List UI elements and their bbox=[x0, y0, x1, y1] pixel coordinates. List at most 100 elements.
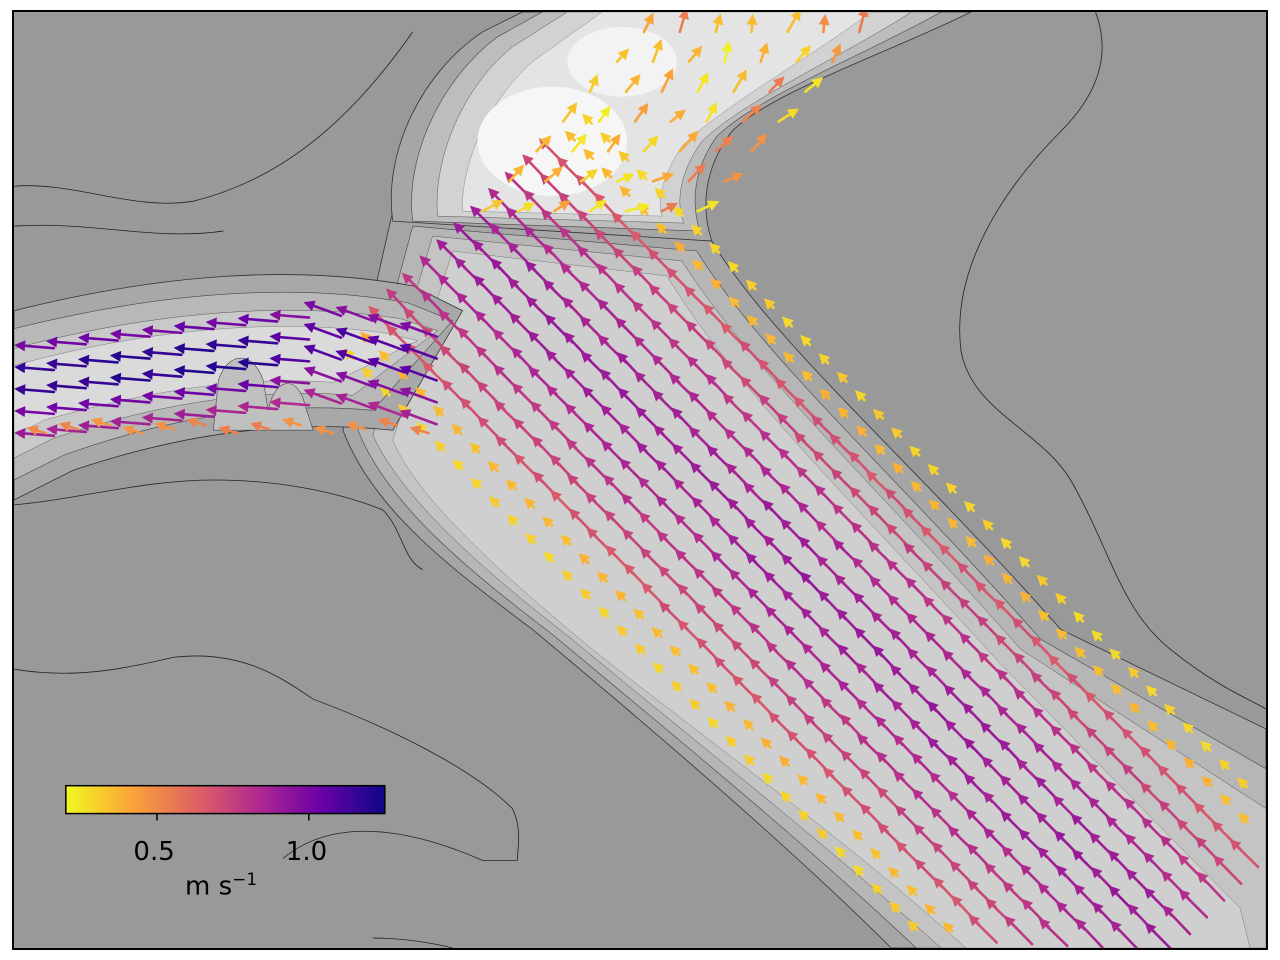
velocity-arrow bbox=[768, 76, 785, 93]
bathymetry-map bbox=[14, 12, 1266, 948]
velocity-arrow bbox=[690, 224, 703, 237]
velocity-arrow bbox=[945, 482, 958, 495]
unit-base: m s bbox=[185, 871, 233, 902]
velocity-arrow bbox=[615, 173, 635, 184]
velocity-arrow bbox=[378, 350, 391, 362]
velocity-arrow bbox=[46, 424, 88, 436]
velocity-arrow bbox=[109, 416, 151, 428]
velocity-arrow bbox=[535, 135, 552, 153]
velocity-arrow bbox=[583, 148, 595, 161]
velocity-arrow bbox=[588, 74, 599, 93]
velocity-arrow bbox=[14, 340, 56, 352]
velocity-arrow bbox=[678, 12, 689, 34]
unit-exponent: −1 bbox=[232, 870, 258, 890]
velocity-arrow bbox=[377, 417, 399, 428]
contour-line bbox=[372, 937, 453, 948]
velocity-arrow bbox=[725, 735, 738, 748]
velocity-arrow bbox=[487, 460, 500, 473]
velocity-arrow bbox=[154, 421, 175, 432]
velocity-arrow bbox=[367, 379, 407, 396]
velocity-arrow bbox=[652, 661, 665, 674]
velocity-arrow bbox=[173, 386, 215, 398]
velocity-arrow bbox=[870, 847, 882, 860]
velocity-arrow bbox=[560, 534, 573, 547]
velocity-arrow bbox=[173, 365, 215, 377]
velocity-arrow bbox=[1055, 628, 1068, 640]
velocity-arrow bbox=[837, 407, 850, 419]
velocity-arrow bbox=[706, 681, 718, 694]
velocity-arrow bbox=[818, 353, 831, 365]
velocity-arrow bbox=[1201, 775, 1214, 788]
velocity-arrow bbox=[269, 309, 311, 321]
velocity-arrow bbox=[714, 135, 734, 153]
velocity-arrow bbox=[598, 606, 610, 619]
velocity-arrow bbox=[834, 846, 847, 858]
scour-hole-core bbox=[567, 26, 677, 97]
velocity-arrow bbox=[1196, 871, 1226, 902]
velocity-arrow bbox=[46, 402, 88, 414]
velocity-arrow bbox=[489, 495, 501, 508]
velocity-arrow bbox=[561, 569, 574, 582]
velocity-arrow bbox=[205, 383, 247, 395]
velocity-arrow bbox=[615, 589, 627, 602]
velocity-arrow bbox=[891, 427, 903, 439]
velocity-arrow bbox=[367, 401, 407, 418]
velocity-arrow bbox=[1110, 920, 1139, 948]
velocity-arrow bbox=[819, 388, 832, 401]
velocity-arrow bbox=[77, 354, 119, 366]
velocity-arrow bbox=[173, 343, 215, 355]
velocity-arrow bbox=[660, 68, 674, 93]
contour-line bbox=[959, 12, 1266, 710]
velocity-arrow bbox=[671, 680, 683, 692]
velocity-arrow bbox=[14, 384, 56, 396]
colorbar-gradient bbox=[65, 784, 386, 815]
velocity-arrow bbox=[633, 608, 645, 620]
velocity-arrow bbox=[856, 425, 868, 438]
velocity-arrow bbox=[801, 370, 814, 382]
velocity-arrow bbox=[237, 357, 279, 369]
velocity-arrow bbox=[237, 313, 279, 325]
velocity-arrow bbox=[313, 425, 335, 436]
velocity-arrow bbox=[624, 202, 651, 214]
velocity-arrow bbox=[1163, 703, 1176, 716]
velocity-arrow bbox=[205, 339, 247, 351]
velocity-arrow bbox=[927, 463, 940, 476]
velocity-arrow bbox=[871, 883, 883, 895]
velocity-arrow bbox=[798, 809, 810, 822]
velocity-arrow bbox=[728, 296, 741, 308]
velocity-arrow bbox=[907, 920, 919, 932]
velocity-arrow bbox=[46, 358, 88, 370]
velocity-arrow bbox=[77, 398, 119, 410]
velocity-arrow bbox=[1004, 915, 1034, 946]
velocity-arrow bbox=[399, 387, 438, 404]
velocity-arrow bbox=[660, 202, 679, 213]
velocity-arrow bbox=[909, 445, 921, 458]
velocity-arrow bbox=[524, 497, 536, 510]
velocity-arrow bbox=[122, 425, 143, 436]
velocity-arrow bbox=[508, 164, 525, 183]
velocity-arrow bbox=[1127, 666, 1140, 679]
velocity-arrow bbox=[800, 335, 812, 347]
velocity-arrow bbox=[205, 405, 247, 416]
velocity-arrow bbox=[506, 514, 519, 527]
velocity-arrow bbox=[854, 390, 867, 402]
velocity-arrow bbox=[90, 417, 111, 428]
velocity-arrow bbox=[1144, 922, 1172, 948]
velocity-arrow bbox=[689, 698, 701, 711]
velocity-arrow bbox=[818, 13, 830, 34]
velocity-arrow bbox=[710, 278, 722, 290]
velocity-arrow bbox=[765, 333, 777, 345]
velocity-arrow bbox=[109, 372, 151, 384]
velocity-arrow bbox=[269, 331, 311, 343]
velocity-arrow bbox=[399, 365, 438, 382]
velocity-arrow bbox=[517, 202, 536, 213]
velocity-arrow bbox=[651, 626, 664, 639]
land-contours bbox=[14, 12, 1266, 948]
velocity-arrow bbox=[672, 206, 685, 218]
velocity-arrow bbox=[14, 362, 56, 374]
velocity-arrow bbox=[367, 335, 407, 352]
velocity-arrow bbox=[642, 12, 654, 34]
velocity-arrow bbox=[335, 371, 375, 388]
velocity-arrow bbox=[746, 314, 759, 327]
velocity-arrow bbox=[1128, 702, 1141, 714]
